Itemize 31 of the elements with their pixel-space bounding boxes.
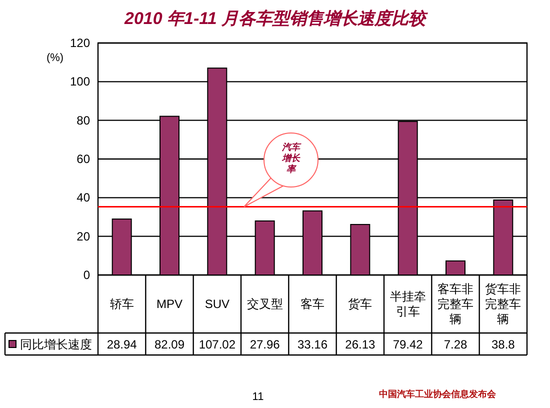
text: 11 (252, 391, 264, 403)
y-axis-title: (%) (46, 52, 64, 64)
y-tick-label: 20 (76, 229, 90, 244)
y-tick-label: 60 (76, 152, 90, 166)
y-tick-label: 100 (70, 74, 90, 89)
y-tick-label: 40 (76, 190, 90, 205)
x-tick-label: 客车 (300, 297, 324, 311)
x-tick-label: SUV (204, 297, 230, 311)
text: 中国汽车工业协会信息发布会 (379, 389, 497, 399)
data-label: 28.94 (106, 338, 138, 352)
legend: 同比增长速度 (8, 338, 92, 352)
data-label: 27.96 (250, 338, 280, 352)
x-tick-label: MPV (156, 297, 183, 311)
data-label: 82.09 (154, 338, 185, 352)
data-label: 33.16 (297, 338, 328, 352)
data-label: 7.28 (444, 338, 468, 352)
y-tick-label: 0 (83, 268, 90, 282)
x-tick-label: 交叉型 (246, 297, 283, 311)
x-tick-label: 半挂牵引车 (390, 290, 426, 318)
x-tick-label: 客车非完整车辆 (438, 282, 474, 326)
annotation: 汽车增长率 (281, 142, 302, 174)
data-label: 79.42 (392, 338, 424, 352)
x-tick-label: 货车非完整车辆 (485, 282, 522, 326)
data-label: 38.8 (491, 338, 516, 352)
chart-title: 2010 年1-11 月各车型销售增长速度比较 (123, 9, 429, 28)
x-tick-label: 轿车 (110, 297, 134, 311)
data-label: 26.13 (345, 338, 376, 352)
y-tick-label: 120 (70, 36, 90, 50)
x-tick-label: 货车 (348, 297, 372, 311)
y-tick-label: 80 (76, 113, 90, 128)
data-label: 107.02 (198, 338, 236, 352)
